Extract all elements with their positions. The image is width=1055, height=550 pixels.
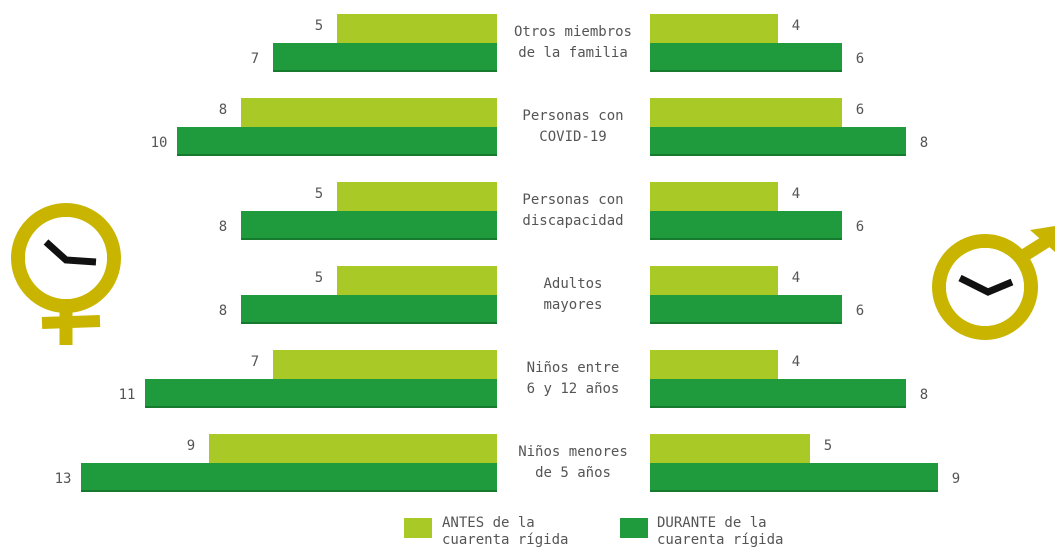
bar <box>337 182 497 211</box>
value-label: 5 <box>315 186 323 202</box>
bar <box>209 434 497 463</box>
bar <box>241 98 497 127</box>
value-label: 6 <box>856 102 864 118</box>
bar <box>273 43 497 72</box>
value-label: 8 <box>920 387 928 403</box>
category-label: Niños menores de 5 años <box>518 444 628 481</box>
value-label: 6 <box>856 219 864 235</box>
bar <box>650 463 938 492</box>
value-label: 8 <box>219 102 227 118</box>
value-label: 4 <box>792 354 800 370</box>
bar <box>650 434 810 463</box>
bar <box>650 14 778 43</box>
value-label: 11 <box>119 387 136 403</box>
category-label: Adultos mayores <box>543 276 603 313</box>
bar <box>241 211 497 240</box>
category-label: Otros miembros de la familia <box>513 24 632 61</box>
category-label: Personas con COVID-19 <box>522 108 624 145</box>
bar <box>273 350 497 379</box>
bar <box>337 14 497 43</box>
value-label: 6 <box>856 303 864 319</box>
value-label: 13 <box>55 471 72 487</box>
value-label: 8 <box>920 135 928 151</box>
value-label: 4 <box>792 270 800 286</box>
bar <box>650 266 778 295</box>
bar <box>650 295 842 324</box>
bar <box>337 266 497 295</box>
bar <box>650 182 778 211</box>
value-label: 7 <box>251 354 259 370</box>
bar <box>650 98 842 127</box>
value-label: 9 <box>187 438 195 454</box>
bar <box>650 127 906 156</box>
bar <box>145 379 497 408</box>
male-icon <box>932 226 1055 340</box>
legend-swatch <box>404 518 432 538</box>
bar <box>650 211 842 240</box>
value-label: 5 <box>315 270 323 286</box>
value-label: 7 <box>251 51 259 67</box>
value-label: 9 <box>952 471 960 487</box>
value-label: 5 <box>824 438 832 454</box>
category-label: Personas con discapacidad <box>522 192 624 229</box>
value-label: 8 <box>219 303 227 319</box>
value-label: 4 <box>792 18 800 34</box>
value-label: 4 <box>792 186 800 202</box>
value-label: 5 <box>315 18 323 34</box>
bar <box>241 295 497 324</box>
legend-swatch <box>620 518 648 538</box>
female-icon <box>11 203 121 345</box>
value-label: 8 <box>219 219 227 235</box>
legend-label: DURANTE de la cuarenta rígida <box>657 515 784 548</box>
bar <box>650 43 842 72</box>
value-label: 10 <box>151 135 168 151</box>
bar <box>650 379 906 408</box>
bar <box>177 127 497 156</box>
value-label: 6 <box>856 51 864 67</box>
bar <box>650 350 778 379</box>
legend-label: ANTES de la cuarenta rígida <box>442 515 569 548</box>
category-label: Niños entre 6 y 12 años <box>526 360 620 397</box>
bar <box>81 463 497 492</box>
